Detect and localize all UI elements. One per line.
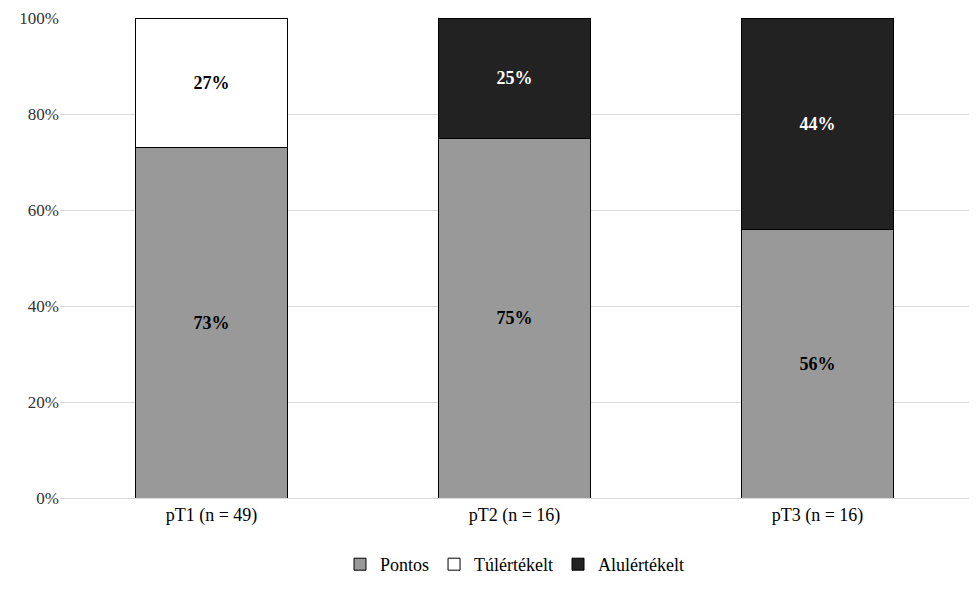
svg-text:pT3 (n = 16): pT3 (n = 16) xyxy=(772,505,864,526)
svg-text:25%: 25% xyxy=(497,68,533,88)
svg-text:Túlértékelt: Túlértékelt xyxy=(474,555,553,575)
svg-text:pT2 (n = 16): pT2 (n = 16) xyxy=(469,505,561,526)
svg-text:Alulértékelt: Alulértékelt xyxy=(598,555,684,575)
svg-text:27%: 27% xyxy=(194,73,230,93)
svg-text:60%: 60% xyxy=(28,201,59,220)
svg-text:40%: 40% xyxy=(28,297,59,316)
svg-text:0%: 0% xyxy=(36,489,59,508)
svg-text:pT1 (n = 49): pT1 (n = 49) xyxy=(166,505,258,526)
svg-text:20%: 20% xyxy=(28,393,59,412)
svg-text:75%: 75% xyxy=(497,308,533,328)
svg-text:80%: 80% xyxy=(28,105,59,124)
svg-text:100%: 100% xyxy=(19,9,59,28)
svg-text:73%: 73% xyxy=(194,313,230,333)
svg-text:Pontos: Pontos xyxy=(380,555,429,575)
svg-text:56%: 56% xyxy=(800,354,836,374)
svg-text:44%: 44% xyxy=(800,114,836,134)
